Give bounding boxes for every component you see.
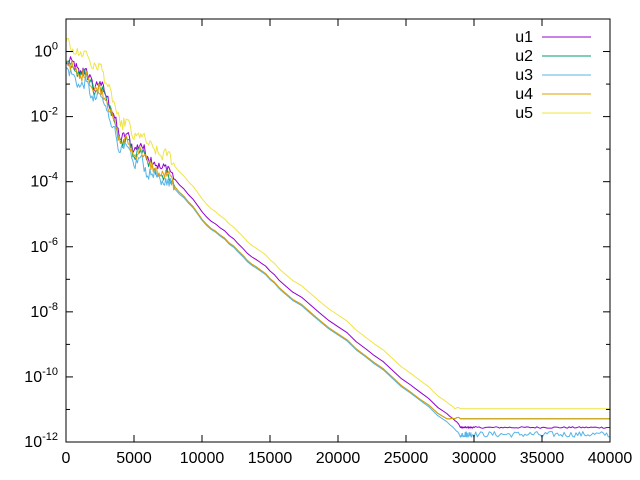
series-line-u4 [65, 59, 610, 420]
series-layer [65, 38, 611, 438]
legend-label-u1: u1 [515, 29, 533, 46]
y-tick-label: 10-6 [30, 236, 58, 256]
legend-label-u4: u4 [515, 86, 533, 103]
legend: u1 u2 u3 u4 u5 [515, 29, 591, 122]
x-tick-label: 0 [62, 450, 71, 467]
y-tick-label: 100 [34, 41, 58, 61]
x-tick-label: 5000 [116, 450, 152, 467]
y-tick-label: 10-4 [30, 171, 58, 191]
legend-label-u2: u2 [515, 48, 533, 65]
legend-label-u3: u3 [515, 67, 533, 84]
x-tick-label: 35000 [520, 450, 565, 467]
y-tick-label: 10-12 [24, 431, 58, 451]
series-line-u5 [65, 38, 610, 410]
tick-layer: 0 5000 10000 15000 20000 25000 30000 35000 40000… [24, 19, 632, 467]
y-tick-label: 10-10 [24, 366, 58, 386]
series-line-u3 [65, 67, 611, 438]
x-tick-label: 10000 [180, 450, 225, 467]
x-tick-label: 30000 [452, 450, 497, 467]
x-tick-label: 25000 [384, 450, 429, 467]
y-tick-label: 10-2 [30, 106, 58, 126]
legend-label-u5: u5 [515, 105, 533, 122]
y-tick-label: 10-8 [30, 301, 58, 321]
x-tick-label: 40000 [588, 450, 633, 467]
x-tick-label: 15000 [248, 450, 293, 467]
x-tick-label: 20000 [316, 450, 361, 467]
series-line-u1 [65, 56, 610, 429]
